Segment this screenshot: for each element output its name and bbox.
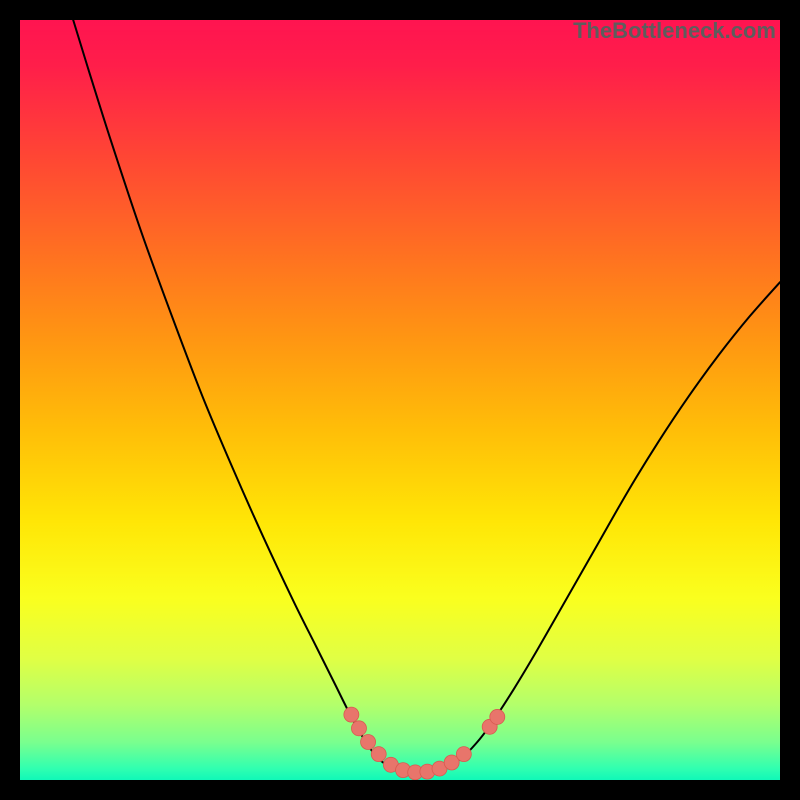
- curve-marker: [361, 735, 376, 750]
- plot-area: [20, 20, 780, 780]
- gradient-background: [20, 20, 780, 780]
- chart-frame: TheBottleneck.com: [0, 0, 800, 800]
- curve-marker: [351, 721, 366, 736]
- curve-marker: [344, 707, 359, 722]
- bottleneck-chart: [20, 20, 780, 780]
- curve-marker: [456, 747, 471, 762]
- curve-marker: [490, 709, 505, 724]
- watermark-text: TheBottleneck.com: [573, 18, 776, 44]
- curve-marker: [371, 747, 386, 762]
